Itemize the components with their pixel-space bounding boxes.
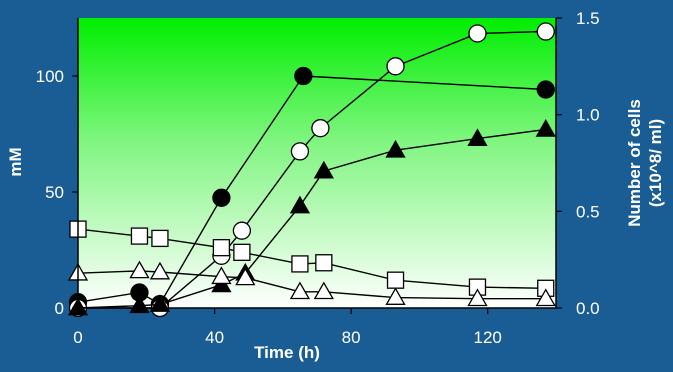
- data-point-filled-triangle: [289, 195, 311, 214]
- y-right-tick-label: 0.5: [576, 202, 600, 221]
- data-point-open-triangle: [129, 260, 150, 279]
- data-point-filled-triangle: [467, 128, 488, 147]
- y-right-tick-label: 0.0: [576, 299, 600, 318]
- y-right-tick-label: 1.0: [576, 106, 600, 125]
- y-left-tick-label: 50: [45, 183, 64, 202]
- data-point-open-square: [130, 227, 149, 245]
- y-left-tick-label: 100: [36, 67, 64, 86]
- data-point-filled-triangle: [535, 119, 556, 137]
- x-tick-label: 40: [205, 328, 224, 347]
- data-point-open-triangle: [211, 266, 232, 285]
- series-line-open-triangle: [77, 270, 546, 300]
- data-point-open-triangle: [149, 261, 171, 280]
- series-line-filled-circle: [77, 75, 546, 306]
- data-point-open-circle: [386, 57, 405, 76]
- x-tick-label: 80: [342, 328, 361, 347]
- data-point-open-circle: [311, 119, 330, 138]
- y-axis-right-title-line1: Number of cells: [625, 99, 644, 227]
- series-line-filled-triangle: [77, 128, 546, 309]
- data-point-open-circle: [290, 142, 310, 161]
- y-axis-left-title: mM: [6, 147, 25, 176]
- data-point-filled-triangle: [313, 160, 334, 179]
- axes-layer: 0 40 80 120 0 50 100 0.0 0.5 1.0 1.5: [36, 9, 600, 347]
- data-point-open-square: [386, 271, 405, 289]
- data-point-open-triangle: [385, 287, 406, 305]
- y-right-tick-label: 1.5: [576, 9, 600, 28]
- data-point-filled-triangle: [385, 139, 406, 158]
- data-point-open-triangle: [289, 281, 311, 300]
- data-point-open-circle: [468, 24, 487, 43]
- data-point-open-triangle: [235, 267, 256, 286]
- x-axis-title: Time (h): [254, 343, 320, 362]
- x-tick-label: 0: [73, 328, 82, 347]
- data-point-open-triangle: [535, 288, 556, 307]
- y-axis-right-title-line2: (x10^8/ ml): [646, 119, 665, 207]
- data-point-open-circle: [232, 221, 252, 240]
- data-point-open-circle: [536, 22, 555, 41]
- data-point-open-square: [291, 255, 309, 273]
- data-point-open-triangle: [467, 288, 488, 307]
- data-point-filled-circle: [536, 80, 555, 99]
- y-left-tick-label: 0: [55, 299, 64, 318]
- data-point-filled-circle: [294, 66, 313, 86]
- data-point-open-triangle: [313, 281, 334, 300]
- series-line-open-square: [77, 228, 546, 289]
- data-point-open-square: [233, 243, 251, 261]
- x-tick-label: 120: [474, 328, 502, 347]
- data-point-open-square: [315, 254, 333, 272]
- data-point-open-square: [212, 239, 231, 257]
- data-point-open-square: [151, 229, 169, 248]
- data-point-filled-circle: [212, 188, 231, 207]
